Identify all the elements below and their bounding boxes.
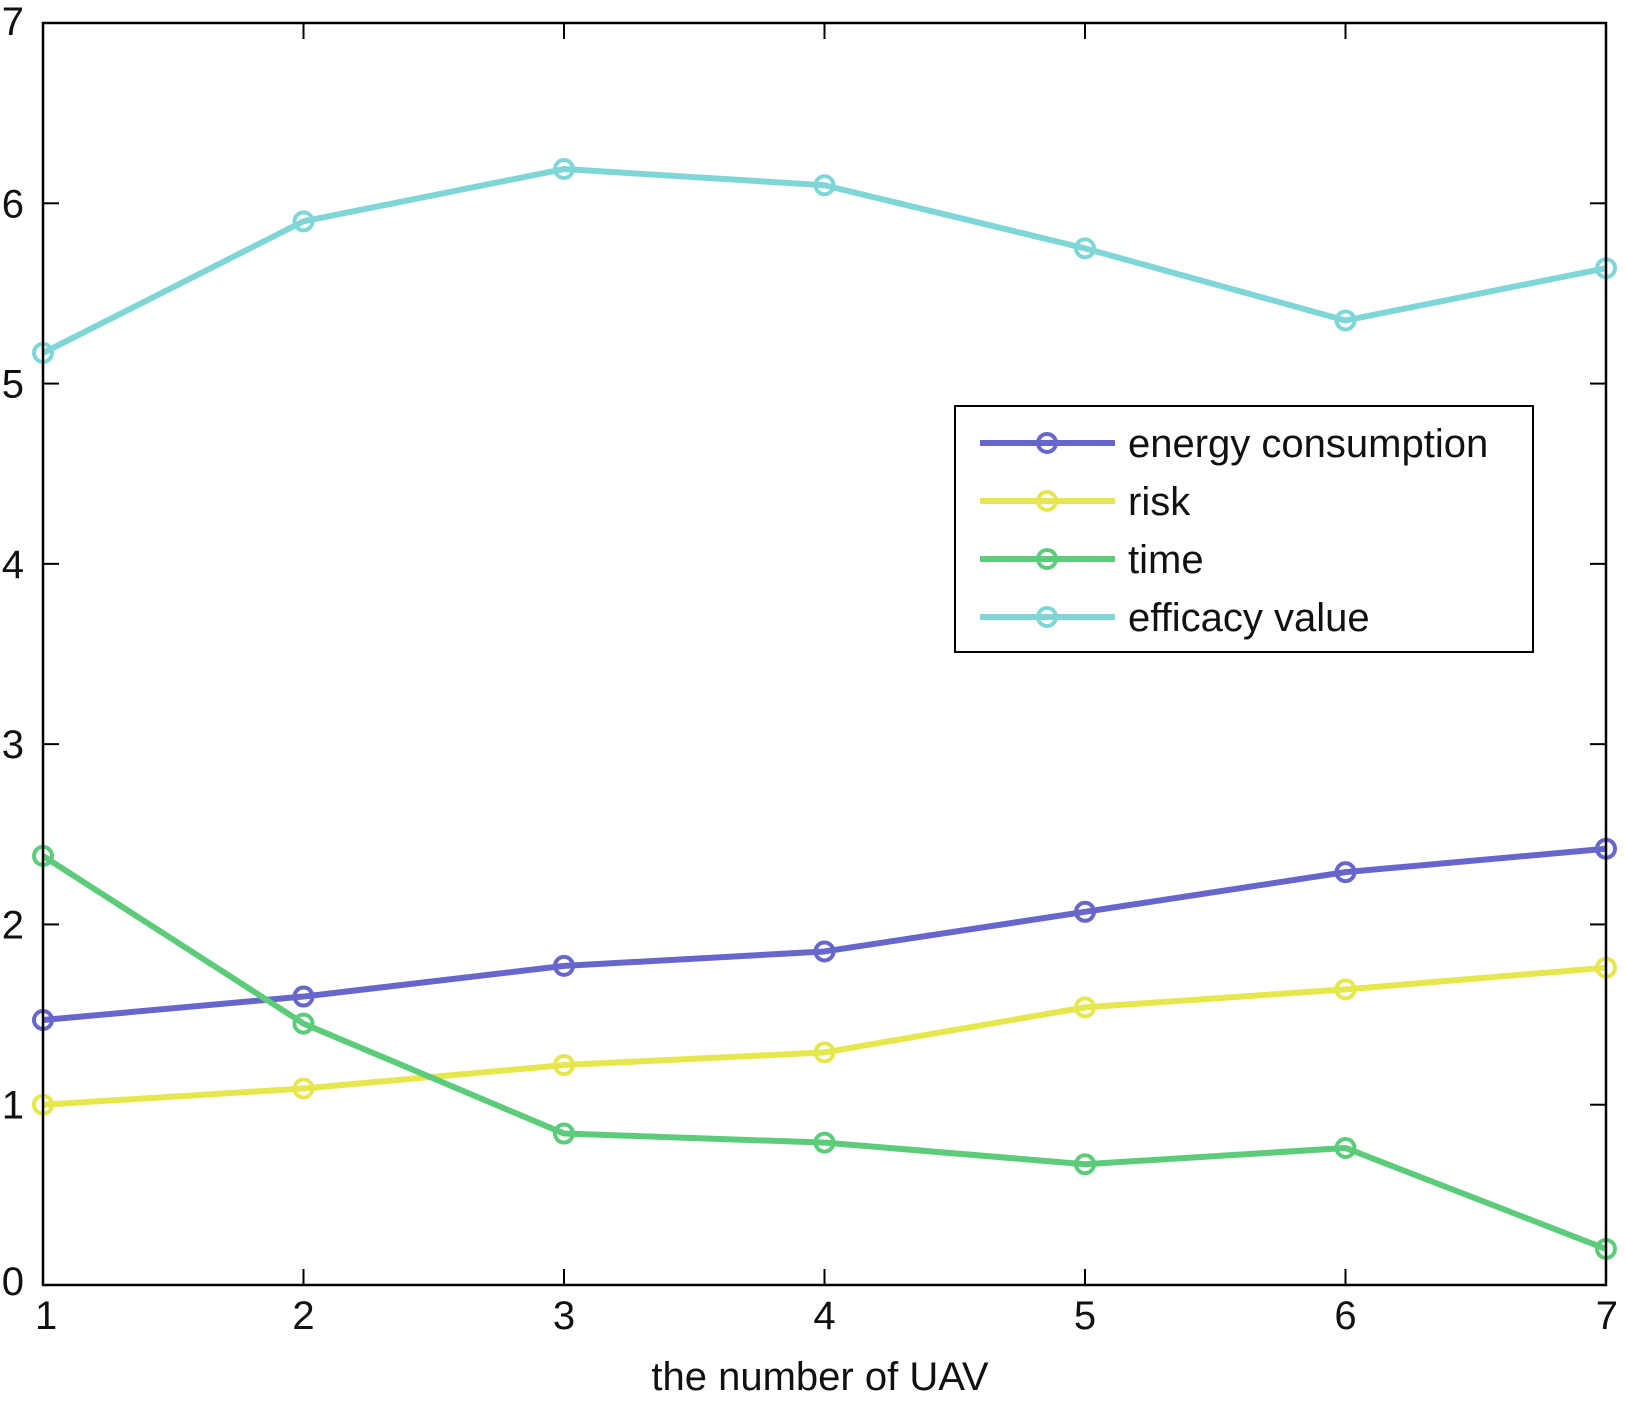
series-line-energy-consumption	[42, 845, 1607, 1023]
x-tick-label: 3	[553, 1294, 575, 1338]
y-tick-label: 6	[2, 182, 24, 226]
series-line-efficacy-value	[41, 166, 1607, 356]
data-point-efficacy-value	[813, 174, 836, 197]
data-point-risk	[1074, 996, 1096, 1019]
data-point-energy-consumption	[292, 985, 315, 1008]
y-tick-label: 2	[2, 903, 24, 947]
series-markers	[32, 158, 1617, 1260]
y-tick-label: 5	[2, 363, 24, 407]
series-line-risk	[42, 964, 1607, 1108]
y-tick-label: 4	[2, 543, 24, 587]
data-point-time	[1074, 1153, 1096, 1176]
legend-label-risk: risk	[1128, 480, 1191, 524]
plot-background	[43, 23, 1606, 1285]
data-point-energy-consumption	[1334, 861, 1357, 884]
legend-label-energy-consumption: energy consumption	[1128, 422, 1488, 466]
data-point-efficacy-value	[292, 210, 315, 233]
data-point-efficacy-value	[1074, 237, 1096, 260]
data-point-time	[1334, 1136, 1357, 1159]
x-tick-label: 2	[292, 1294, 314, 1338]
legend-label-time: time	[1128, 538, 1204, 582]
y-tick-label: 0	[2, 1260, 24, 1304]
plot-frame	[41, 21, 1608, 1287]
x-tick-label: 6	[1334, 1294, 1356, 1338]
x-axis-label: the number of UAV	[651, 1355, 989, 1399]
data-point-energy-consumption	[553, 954, 575, 977]
legend: energy consumption risk time efficacy value	[954, 405, 1534, 653]
legend-marker-time	[1036, 548, 1058, 570]
x-tick-label: 1	[35, 1294, 57, 1338]
legend-marker-risk	[1036, 490, 1058, 512]
data-point-efficacy-value	[1334, 309, 1357, 332]
legend-marker-energy-consumption	[1036, 432, 1058, 454]
y-tick-label: 1	[2, 1084, 24, 1128]
data-point-time	[553, 1122, 575, 1145]
data-point-risk	[292, 1077, 315, 1100]
x-tick-label: 4	[813, 1294, 835, 1338]
data-point-time	[292, 1012, 315, 1035]
data-point-energy-consumption	[1074, 900, 1096, 923]
data-point-risk	[813, 1041, 836, 1064]
y-tick-label: 7	[2, 0, 24, 44]
data-point-efficacy-value	[553, 158, 575, 181]
legend-label-efficacy-value: efficacy value	[1128, 596, 1370, 640]
series-lines	[41, 166, 1608, 1252]
data-point-energy-consumption	[813, 940, 836, 963]
data-point-risk	[553, 1054, 575, 1077]
series-line-time	[41, 853, 1608, 1252]
y-tick-label: 3	[2, 723, 24, 767]
x-tick-label: 5	[1074, 1294, 1096, 1338]
x-tick-label: 7	[1596, 1294, 1618, 1338]
data-point-risk	[1334, 978, 1357, 1001]
data-point-time	[813, 1131, 836, 1154]
legend-marker-efficacy-value	[1036, 606, 1058, 628]
